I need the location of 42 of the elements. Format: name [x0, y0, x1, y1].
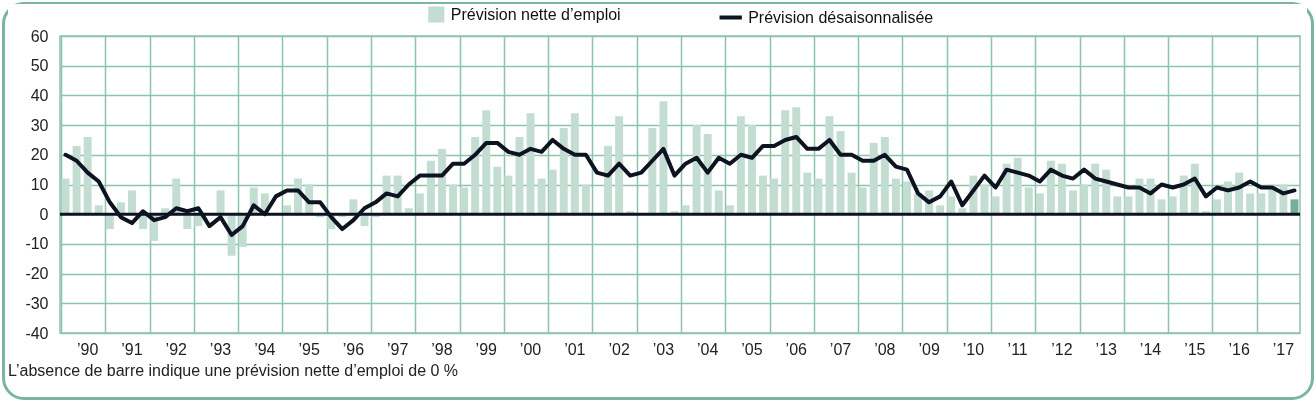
y-tick-label: -20: [25, 265, 49, 283]
x-tick-label: ’13: [1095, 340, 1118, 358]
text: L’absence de barre indique une prévision nette d’emploi de 0 %: [8, 362, 459, 379]
x-tick-label: ’02: [608, 340, 630, 358]
legend-label: Prévision nette d’emploi: [450, 5, 621, 23]
x-tick-label: ’04: [697, 340, 719, 358]
y-tick-label: 0: [39, 205, 49, 223]
y-tick-label: 50: [30, 57, 49, 75]
x-tick-label: ’15: [1184, 340, 1206, 358]
x-tick-label: ’94: [254, 340, 276, 358]
y-tick-label: 30: [30, 116, 49, 134]
y-tick-label: 60: [30, 27, 49, 45]
y-tick-label: -30: [25, 294, 49, 312]
legend-label: Prévision désaisonnalisée: [748, 8, 934, 26]
x-tick-label: ’93: [209, 340, 232, 358]
x-tick-label: ’00: [519, 340, 542, 358]
x-tick-label: ’10: [962, 340, 985, 358]
x-tick-label: ’95: [298, 340, 320, 358]
x-tick-label: ’99: [475, 340, 498, 358]
x-tick-label: ’96: [342, 340, 365, 358]
y-tick-label: 40: [30, 86, 49, 104]
y-tick-label: 10: [30, 176, 49, 193]
x-tick-label: ’17: [1272, 340, 1295, 358]
x-tick-label: ’91: [121, 340, 143, 358]
x-tick-label: ’07: [829, 340, 852, 358]
x-tick-label: ’14: [1139, 340, 1162, 358]
x-tick-label: ’12: [1051, 340, 1073, 358]
x-tick-label: ’08: [874, 340, 896, 358]
x-tick-label: ’09: [918, 340, 940, 358]
x-tick-label: ’06: [785, 340, 808, 358]
x-tick-label: ’98: [431, 340, 453, 358]
y-tick-label: -40: [25, 324, 49, 342]
y-tick-label: -10: [25, 235, 49, 253]
x-tick-label: ’11: [1007, 340, 1028, 358]
x-tick-label: ’92: [165, 340, 188, 358]
x-tick-label: ’90: [77, 340, 99, 358]
x-tick-label: ’16: [1228, 340, 1250, 358]
x-tick-label: ’01: [564, 340, 586, 358]
x-tick-label: ’97: [387, 340, 409, 358]
x-tick-label: ’05: [741, 340, 763, 358]
y-tick-label: 20: [30, 146, 49, 164]
x-tick-label: ’03: [652, 340, 675, 358]
